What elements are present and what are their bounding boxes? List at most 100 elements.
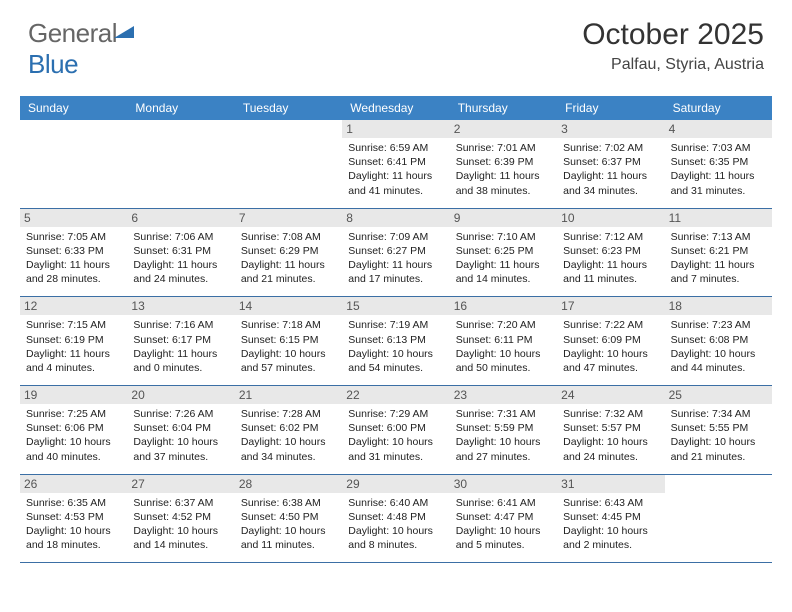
sun-info: Sunrise: 7:01 AMSunset: 6:39 PMDaylight:… xyxy=(456,141,551,198)
day-cell: 26 Sunrise: 6:35 AMSunset: 4:53 PMDayligh… xyxy=(20,475,127,563)
day-number: 21 xyxy=(235,386,342,404)
day-number: 18 xyxy=(665,297,772,315)
weekday-header: Saturday xyxy=(665,96,772,120)
weekday-header: Tuesday xyxy=(235,96,342,120)
weekday-header: Wednesday xyxy=(342,96,449,120)
day-cell: 4Sunrise: 7:03 AMSunset: 6:35 PMDaylight… xyxy=(665,120,772,208)
sun-info: Sunrise: 7:13 AMSunset: 6:21 PMDaylight:… xyxy=(671,230,766,287)
day-cell: 1Sunrise: 6:59 AMSunset: 6:41 PMDaylight… xyxy=(342,120,449,208)
day-cell: 18Sunrise: 7:23 AMSunset: 6:08 PMDayligh… xyxy=(665,297,772,385)
day-number: 10 xyxy=(557,209,664,227)
week-row: 26 Sunrise: 6:35 AMSunset: 4:53 PMDayligh… xyxy=(20,475,772,564)
logo-part2: Blue xyxy=(28,49,78,79)
day-number: 26 xyxy=(20,475,127,493)
weekday-header: Friday xyxy=(557,96,664,120)
day-cell xyxy=(665,475,772,563)
sun-info: Sunrise: 7:32 AMSunset: 5:57 PMDaylight:… xyxy=(563,407,658,464)
sun-info: Sunrise: 7:06 AMSunset: 6:31 PMDaylight:… xyxy=(133,230,228,287)
calendar: SundayMondayTuesdayWednesdayThursdayFrid… xyxy=(20,96,772,563)
day-cell xyxy=(20,120,127,208)
week-row: 5 Sunrise: 7:05 AMSunset: 6:33 PMDaylight… xyxy=(20,209,772,298)
sun-info: Sunrise: 7:28 AMSunset: 6:02 PMDaylight:… xyxy=(241,407,336,464)
day-number: 30 xyxy=(450,475,557,493)
location: Palfau, Styria, Austria xyxy=(582,56,764,74)
day-number: 24 xyxy=(557,386,664,404)
day-cell: 7Sunrise: 7:08 AMSunset: 6:29 PMDaylight… xyxy=(235,209,342,297)
day-cell: 3 Sunrise: 7:02 AMSunset: 6:37 PMDaylight… xyxy=(557,120,664,208)
header: GeneralBlue October 2025 Palfau, Styria,… xyxy=(0,0,792,90)
day-cell: 6 Sunrise: 7:06 AMSunset: 6:31 PMDaylight… xyxy=(127,209,234,297)
day-cell xyxy=(235,120,342,208)
sun-info: Sunrise: 7:22 AMSunset: 6:09 PMDaylight:… xyxy=(563,318,658,375)
sun-info: Sunrise: 6:40 AMSunset: 4:48 PMDaylight:… xyxy=(348,496,443,553)
day-cell: 10 Sunrise: 7:12 AMSunset: 6:23 PMDayligh… xyxy=(557,209,664,297)
day-cell: 19 Sunrise: 7:25 AMSunset: 6:06 PMDayligh… xyxy=(20,386,127,474)
day-number: 1 xyxy=(342,120,449,138)
day-cell: 28Sunrise: 6:38 AMSunset: 4:50 PMDayligh… xyxy=(235,475,342,563)
day-number: 14 xyxy=(235,297,342,315)
day-number: 6 xyxy=(127,209,234,227)
logo-text: GeneralBlue xyxy=(28,18,136,80)
weekday-header-row: SundayMondayTuesdayWednesdayThursdayFrid… xyxy=(20,96,772,120)
day-number: 25 xyxy=(665,386,772,404)
week-row: 19 Sunrise: 7:25 AMSunset: 6:06 PMDayligh… xyxy=(20,386,772,475)
day-number: 8 xyxy=(342,209,449,227)
weekday-header: Monday xyxy=(127,96,234,120)
sun-info: Sunrise: 6:35 AMSunset: 4:53 PMDaylight:… xyxy=(26,496,121,553)
sun-info: Sunrise: 6:41 AMSunset: 4:47 PMDaylight:… xyxy=(456,496,551,553)
day-cell: 14 Sunrise: 7:18 AMSunset: 6:15 PMDayligh… xyxy=(235,297,342,385)
sun-info: Sunrise: 6:37 AMSunset: 4:52 PMDaylight:… xyxy=(133,496,228,553)
logo-part1: General xyxy=(28,18,117,48)
day-cell: 13Sunrise: 7:16 AMSunset: 6:17 PMDayligh… xyxy=(127,297,234,385)
day-number: 20 xyxy=(127,386,234,404)
day-cell: 29 Sunrise: 6:40 AMSunset: 4:48 PMDayligh… xyxy=(342,475,449,563)
day-number: 2 xyxy=(450,120,557,138)
day-cell: 21 Sunrise: 7:28 AMSunset: 6:02 PMDayligh… xyxy=(235,386,342,474)
day-cell: 12 Sunrise: 7:15 AMSunset: 6:19 PMDayligh… xyxy=(20,297,127,385)
sun-info: Sunrise: 7:26 AMSunset: 6:04 PMDaylight:… xyxy=(133,407,228,464)
day-number: 28 xyxy=(235,475,342,493)
day-number: 5 xyxy=(20,209,127,227)
day-cell: 31Sunrise: 6:43 AMSunset: 4:45 PMDayligh… xyxy=(557,475,664,563)
day-cell: 5 Sunrise: 7:05 AMSunset: 6:33 PMDaylight… xyxy=(20,209,127,297)
day-cell: 9 Sunrise: 7:10 AMSunset: 6:25 PMDaylight… xyxy=(450,209,557,297)
sun-info: Sunrise: 7:10 AMSunset: 6:25 PMDaylight:… xyxy=(456,230,551,287)
day-cell: 2 Sunrise: 7:01 AMSunset: 6:39 PMDaylight… xyxy=(450,120,557,208)
sun-info: Sunrise: 7:29 AMSunset: 6:00 PMDaylight:… xyxy=(348,407,443,464)
sun-info: Sunrise: 7:15 AMSunset: 6:19 PMDaylight:… xyxy=(26,318,121,375)
day-cell: 15Sunrise: 7:19 AMSunset: 6:13 PMDayligh… xyxy=(342,297,449,385)
day-number: 17 xyxy=(557,297,664,315)
sun-info: Sunrise: 7:34 AMSunset: 5:55 PMDaylight:… xyxy=(671,407,766,464)
sun-info: Sunrise: 7:18 AMSunset: 6:15 PMDaylight:… xyxy=(241,318,336,375)
day-cell: 8Sunrise: 7:09 AMSunset: 6:27 PMDaylight… xyxy=(342,209,449,297)
day-cell: 23 Sunrise: 7:31 AMSunset: 5:59 PMDayligh… xyxy=(450,386,557,474)
day-number: 19 xyxy=(20,386,127,404)
day-cell: 17 Sunrise: 7:22 AMSunset: 6:09 PMDayligh… xyxy=(557,297,664,385)
sun-info: Sunrise: 7:25 AMSunset: 6:06 PMDaylight:… xyxy=(26,407,121,464)
sun-info: Sunrise: 6:43 AMSunset: 4:45 PMDaylight:… xyxy=(563,496,658,553)
day-number: 27 xyxy=(127,475,234,493)
day-cell: 16 Sunrise: 7:20 AMSunset: 6:11 PMDayligh… xyxy=(450,297,557,385)
title-block: October 2025 Palfau, Styria, Austria xyxy=(582,18,764,74)
day-number: 29 xyxy=(342,475,449,493)
sun-info: Sunrise: 7:19 AMSunset: 6:13 PMDaylight:… xyxy=(348,318,443,375)
day-number: 11 xyxy=(665,209,772,227)
day-number: 16 xyxy=(450,297,557,315)
sun-info: Sunrise: 7:12 AMSunset: 6:23 PMDaylight:… xyxy=(563,230,658,287)
sun-info: Sunrise: 7:08 AMSunset: 6:29 PMDaylight:… xyxy=(241,230,336,287)
weekday-header: Sunday xyxy=(20,96,127,120)
day-number: 22 xyxy=(342,386,449,404)
day-number: 12 xyxy=(20,297,127,315)
sun-info: Sunrise: 7:20 AMSunset: 6:11 PMDaylight:… xyxy=(456,318,551,375)
weeks-container: 1Sunrise: 6:59 AMSunset: 6:41 PMDaylight… xyxy=(20,120,772,563)
sun-info: Sunrise: 7:05 AMSunset: 6:33 PMDaylight:… xyxy=(26,230,121,287)
day-number: 23 xyxy=(450,386,557,404)
logo-triangle-icon xyxy=(114,18,134,36)
sun-info: Sunrise: 7:02 AMSunset: 6:37 PMDaylight:… xyxy=(563,141,658,198)
sun-info: Sunrise: 7:31 AMSunset: 5:59 PMDaylight:… xyxy=(456,407,551,464)
day-number: 9 xyxy=(450,209,557,227)
day-cell xyxy=(127,120,234,208)
day-number: 3 xyxy=(557,120,664,138)
weekday-header: Thursday xyxy=(450,96,557,120)
logo: GeneralBlue xyxy=(28,18,136,80)
